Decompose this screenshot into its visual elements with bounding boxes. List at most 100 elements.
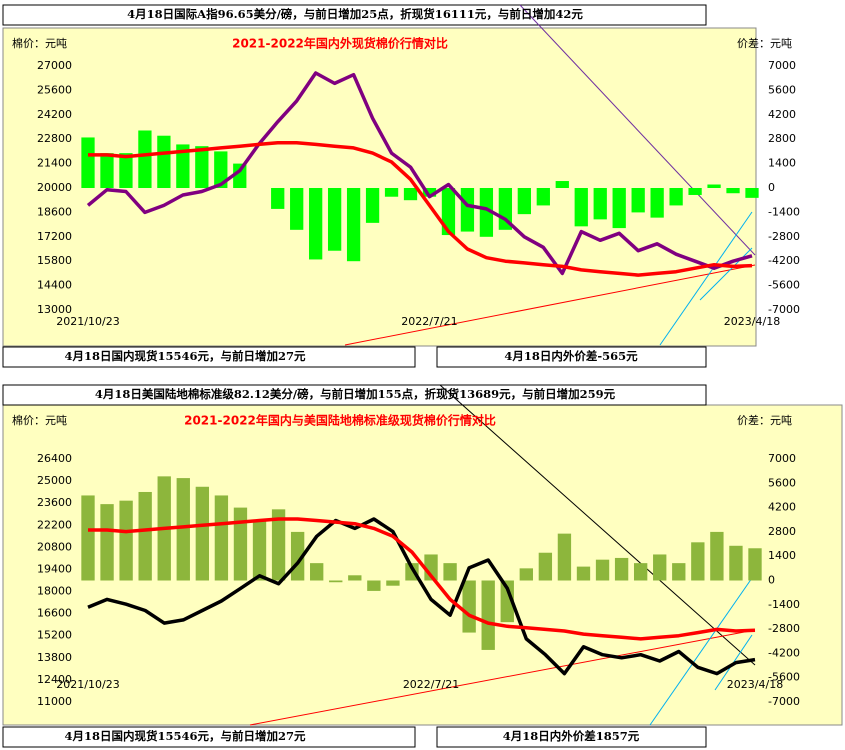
bar (745, 188, 759, 198)
bar (290, 188, 304, 230)
y-tick-label: 13800 (37, 651, 72, 664)
footer: 4月18日内外价差1857元 (503, 729, 640, 743)
y2-tick-label: -5600 (768, 671, 800, 684)
y2-tick-label: 0 (768, 181, 775, 194)
annotation-line (519, 4, 756, 256)
bar (593, 188, 607, 220)
y-tick-label: 22800 (37, 132, 72, 145)
bar (691, 542, 705, 581)
y-tick-label: 18000 (37, 585, 72, 598)
header-box (2, 384, 707, 406)
bar (271, 188, 285, 209)
x-tick-label: 2023/4/18 (727, 678, 783, 691)
bar (614, 557, 629, 581)
annotation-line (344, 264, 756, 346)
footer-box (2, 726, 416, 748)
bar (748, 548, 762, 581)
y2-axis-label: 价差：元吨 (737, 36, 792, 50)
y2-tick-label: -7000 (768, 303, 800, 316)
y2-tick-label: 2800 (768, 525, 796, 538)
bar (214, 151, 228, 188)
bar (576, 566, 591, 581)
line (88, 517, 756, 641)
bar (536, 188, 550, 206)
bar (329, 580, 343, 583)
y2-tick-label: 5600 (768, 476, 796, 489)
y2-tick-label: 4200 (768, 501, 796, 514)
bar (462, 580, 476, 633)
footer: 4月18日国内现货15546元，与前日增加27元 (64, 349, 306, 363)
bar (346, 188, 361, 262)
footer: 4月18日国内现货15546元，与前日增加27元 (64, 729, 306, 743)
y2-tick-label: -4200 (768, 646, 800, 659)
y-tick-label: 19400 (37, 562, 72, 575)
bar (119, 153, 133, 188)
bar (81, 495, 95, 581)
header: 4月18日国际A指96.65美分/磅，与前日增加25点，折现货16111元，与前… (127, 7, 583, 21)
bar (195, 146, 209, 188)
footer: 4月18日内外价差-565元 (504, 349, 638, 363)
y2-tick-label: 1400 (768, 157, 796, 170)
y2-axis-label: 价差：元吨 (737, 413, 792, 427)
bar (233, 507, 248, 581)
bar (81, 137, 95, 188)
y2-tick-label: 2800 (768, 132, 796, 145)
y2-tick-label: 1400 (768, 549, 796, 562)
y2-tick-label: 5600 (768, 83, 796, 96)
y-tick-label: 26400 (37, 452, 72, 465)
line (88, 140, 753, 277)
bar (500, 580, 514, 623)
y-tick-label: 22200 (37, 518, 72, 531)
bar (327, 188, 342, 251)
bar (653, 554, 667, 581)
y-tick-label: 15800 (37, 254, 72, 267)
bar (100, 504, 114, 581)
y-tick-label: 25000 (37, 474, 72, 487)
bar (460, 188, 475, 232)
footer-box (436, 346, 707, 368)
y-tick-label: 23600 (37, 496, 72, 509)
bar (672, 563, 686, 581)
chart-title: 2021-2022年国内外现货棉价行情对比 (232, 36, 448, 51)
y-axis-label: 棉价：元吨 (12, 413, 67, 427)
chart-panel (2, 27, 757, 347)
bar (365, 188, 380, 223)
y-tick-label: 25600 (37, 83, 72, 96)
y2-tick-label: -2800 (768, 622, 800, 635)
bar (517, 188, 531, 215)
bar (403, 188, 418, 201)
bar (612, 188, 626, 229)
y-tick-label: 27000 (37, 59, 72, 72)
footer-box (436, 726, 707, 748)
header-box (2, 4, 707, 26)
bar (233, 163, 247, 188)
y-tick-label: 18600 (37, 205, 72, 218)
bar (669, 188, 683, 206)
annotation-line (659, 211, 753, 346)
line (86, 71, 753, 276)
y-tick-label: 24200 (37, 108, 72, 121)
y-tick-label: 12400 (37, 673, 72, 686)
y2-tick-label: 4200 (768, 108, 796, 121)
bar (384, 188, 399, 197)
bar (176, 144, 190, 188)
y-tick-label: 20800 (37, 540, 72, 553)
y2-tick-label: -5600 (768, 279, 800, 292)
annotation-line (249, 629, 756, 726)
bar (386, 580, 400, 586)
y2-tick-label: 0 (768, 574, 775, 587)
bar (650, 188, 664, 218)
bar (138, 491, 152, 581)
bar (138, 130, 152, 188)
y2-tick-label: 7000 (768, 59, 796, 72)
bar (309, 188, 323, 260)
bar (710, 531, 724, 581)
y-axis-label: 棉价：元吨 (12, 36, 67, 50)
bar (481, 580, 495, 650)
bar (707, 184, 721, 188)
y-tick-label: 13000 (37, 303, 72, 316)
bar (100, 153, 114, 188)
annotation-line (649, 577, 753, 726)
